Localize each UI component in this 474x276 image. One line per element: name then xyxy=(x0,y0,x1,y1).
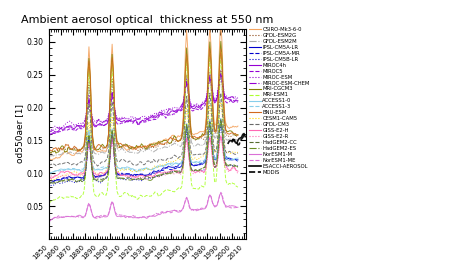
Title: Ambient aerosol optical  thickness at 550 nm: Ambient aerosol optical thickness at 550… xyxy=(21,15,274,25)
Y-axis label: od550aer [1]: od550aer [1] xyxy=(15,104,24,163)
Legend: CSIRO-Mk3-6-0, GFDL-ESM2G, GFDL-ESM2M, IPSL-CM5A-LR, IPSL-CM5A-MR, IPSL-CM5B-LR,: CSIRO-Mk3-6-0, GFDL-ESM2G, GFDL-ESM2M, I… xyxy=(249,27,310,175)
